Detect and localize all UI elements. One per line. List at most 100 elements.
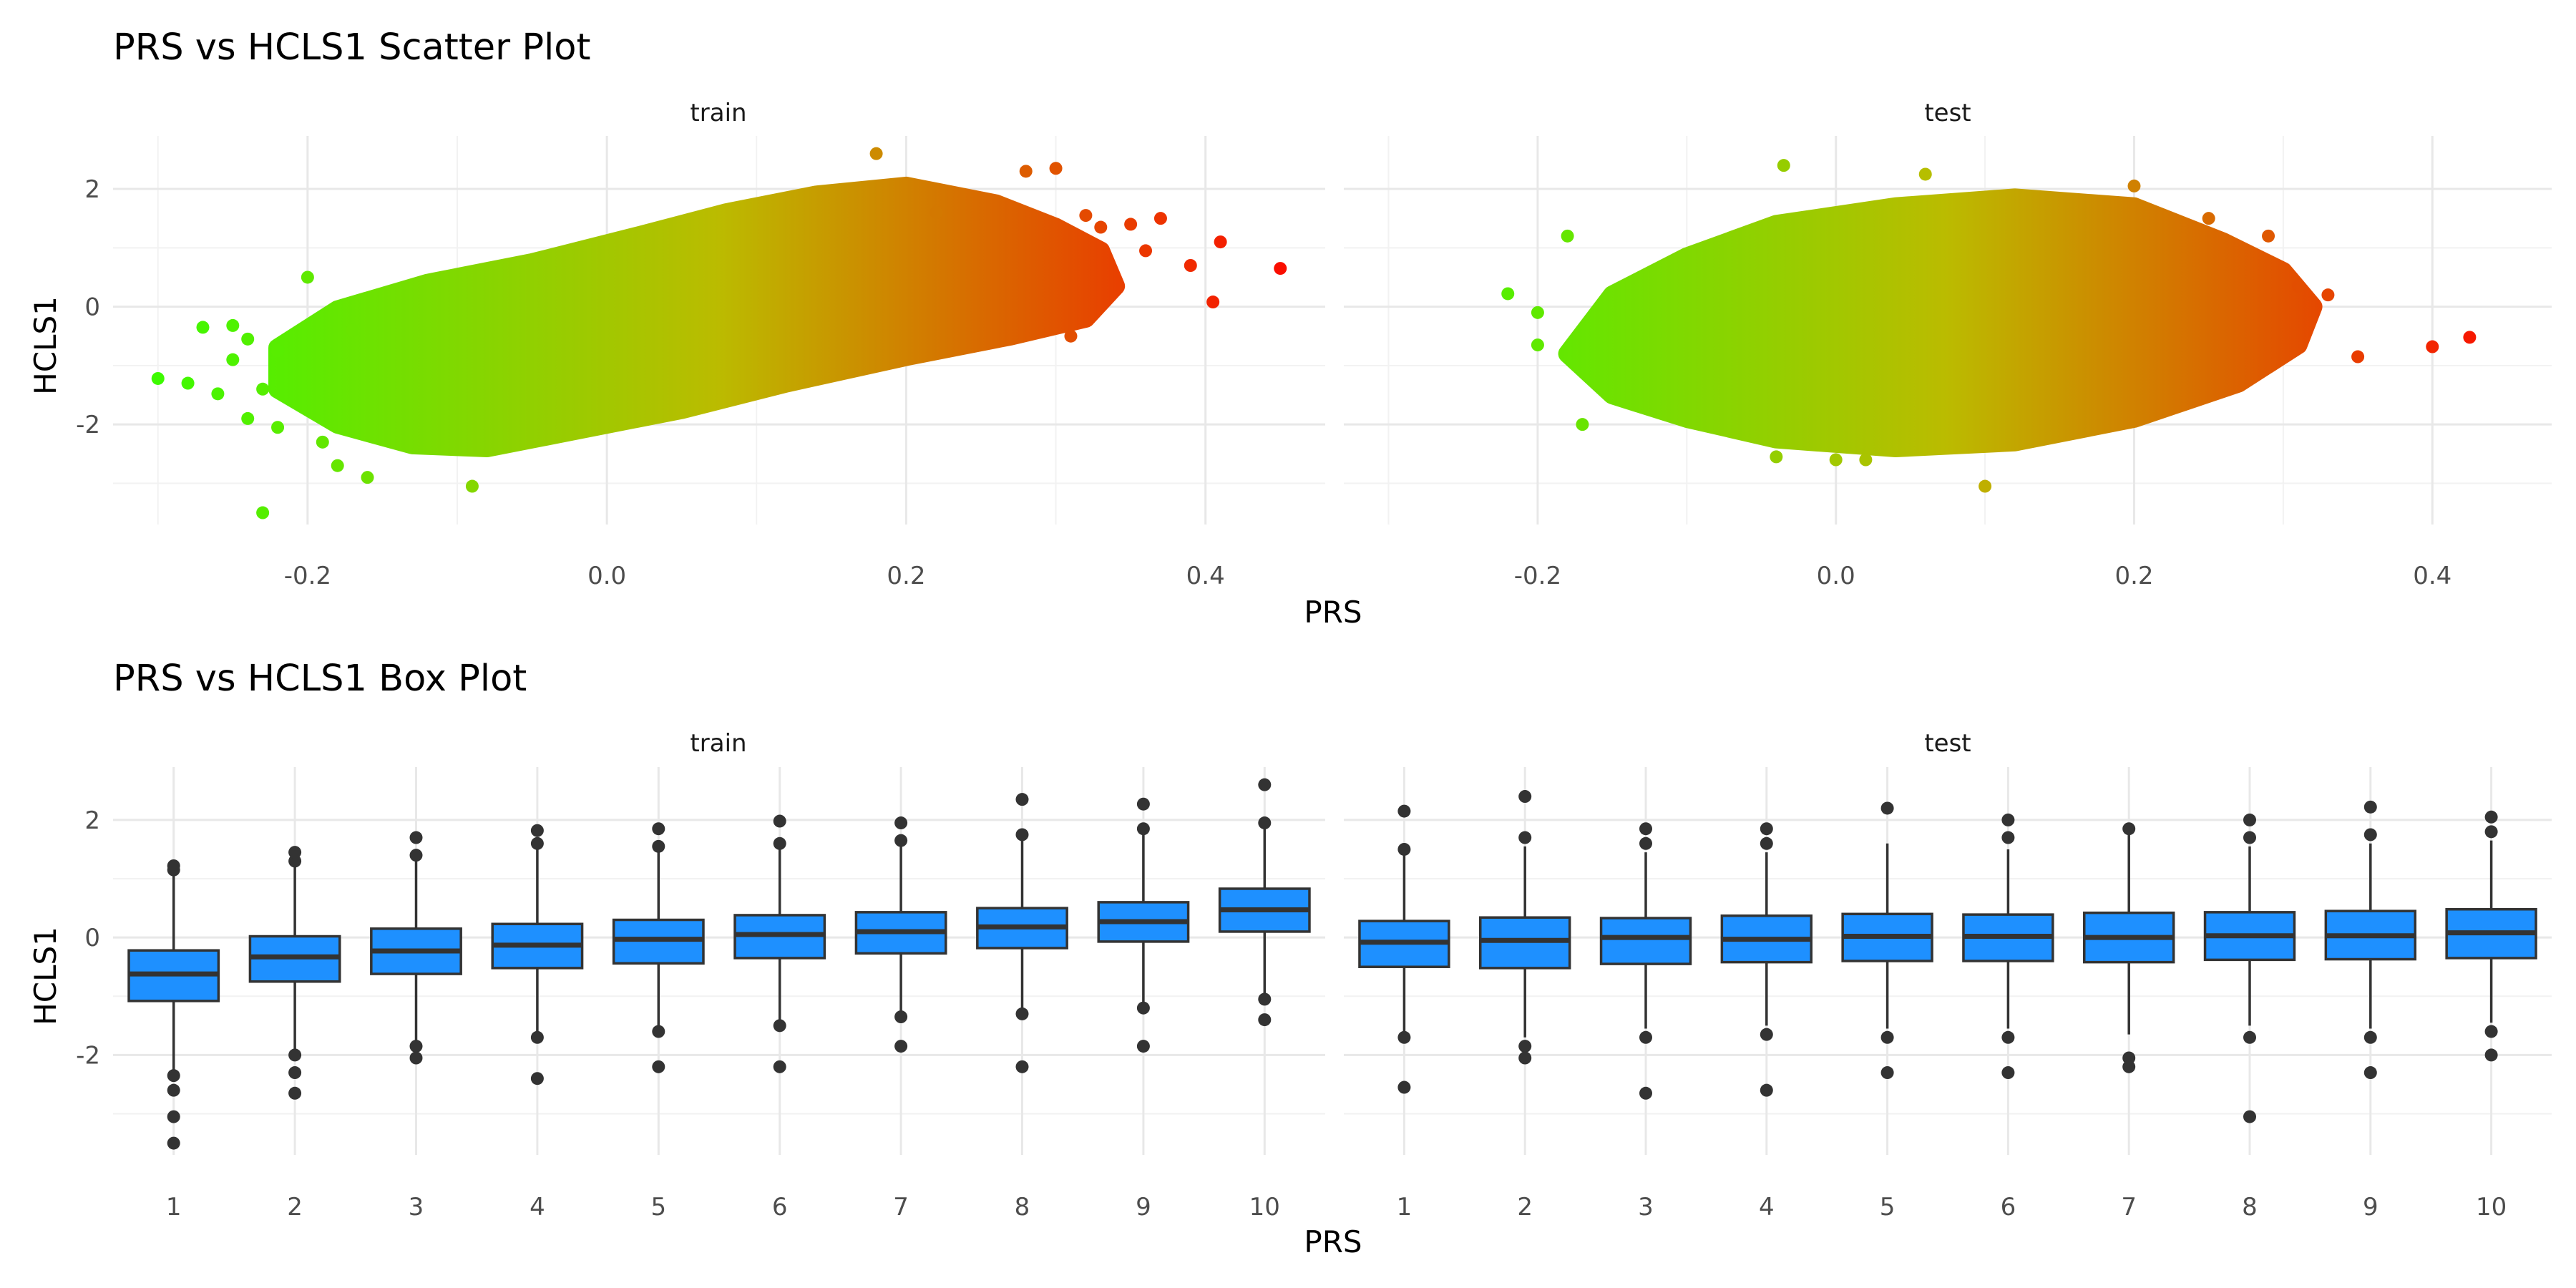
x-tick-label: 8 — [1015, 1193, 1030, 1221]
data-point — [2262, 229, 2275, 243]
data-point — [1079, 209, 1093, 223]
y-tick-label: 2 — [84, 806, 100, 835]
outlier-point — [530, 1030, 544, 1044]
outlier-point — [1518, 1040, 1532, 1053]
outlier-point — [2122, 1060, 2136, 1073]
outlier-point — [1760, 822, 1773, 836]
data-point — [181, 376, 195, 390]
outlier-point — [894, 1010, 908, 1024]
data-point — [1918, 167, 1932, 181]
outlier-point — [894, 834, 908, 847]
data-point — [1561, 229, 1574, 243]
data-point — [2351, 350, 2365, 364]
outlier-point — [2001, 1066, 2015, 1080]
outlier-point — [1397, 1080, 1411, 1094]
outlier-point — [1258, 1013, 1272, 1027]
data-point — [331, 459, 344, 472]
outlier-point — [167, 1083, 180, 1097]
x-tick-label: 0.0 — [1817, 562, 1855, 590]
x-tick-label: -0.2 — [284, 562, 331, 590]
data-point — [196, 321, 210, 334]
outlier-point — [288, 1048, 302, 1062]
outlier-point — [1760, 1083, 1773, 1097]
data-point — [226, 353, 240, 366]
x-tick-label: 3 — [409, 1193, 424, 1221]
x-tick-label: 7 — [893, 1193, 909, 1221]
outlier-point — [288, 846, 302, 859]
x-tick-label: 6 — [2001, 1193, 2016, 1221]
outlier-point — [1518, 1051, 1532, 1065]
x-tick-label: 1 — [166, 1193, 182, 1221]
box-strip-train: train — [690, 729, 746, 758]
data-point — [869, 147, 883, 160]
x-tick-label: 9 — [1136, 1193, 1151, 1221]
outlier-point — [1136, 797, 1150, 811]
data-point — [1139, 244, 1153, 258]
data-point — [1531, 306, 1544, 319]
outlier-point — [1015, 793, 1029, 806]
scatter-x-axis-title: PRS — [1304, 595, 1362, 630]
data-point — [1049, 162, 1063, 175]
data-point — [241, 411, 255, 425]
data-point — [256, 506, 270, 519]
x-tick-label: 0.2 — [887, 562, 925, 590]
data-point — [1214, 235, 1227, 249]
x-tick-label: 5 — [650, 1193, 666, 1221]
scatter-title: PRS vs HCLS1 Scatter Plot — [113, 26, 590, 69]
box-panel-test: 1 2 3 4 5 6 7 8 9 10 — [1344, 767, 2552, 1221]
x-tick-label: 5 — [1880, 1193, 1896, 1221]
outlier-point — [2001, 831, 2015, 844]
data-point — [151, 371, 165, 385]
box-x-axis-title: PRS — [1304, 1224, 1362, 1259]
x-tick-label: 0.0 — [587, 562, 626, 590]
outlier-point — [2484, 1025, 2498, 1038]
outlier-point — [894, 816, 908, 830]
outlier-point — [1015, 828, 1029, 841]
point-cloud — [1558, 188, 2323, 457]
data-point — [241, 332, 255, 346]
outlier-point — [288, 854, 302, 868]
outlier-point — [652, 1025, 665, 1038]
scatter-strip-test: test — [1924, 99, 1971, 127]
outlier-point — [2484, 810, 2498, 824]
data-point — [1576, 418, 1589, 431]
data-point — [930, 205, 943, 219]
box-iqr — [1599, 917, 1692, 965]
outlier-point — [1760, 1028, 1773, 1041]
outlier-point — [1136, 1001, 1150, 1015]
outlier-point — [530, 824, 544, 837]
data-point — [2291, 279, 2305, 293]
outlier-point — [1258, 778, 1272, 791]
point-cloud — [268, 176, 1126, 457]
outlier-point — [2243, 1030, 2256, 1044]
data-point — [316, 435, 329, 449]
x-tick-label: 1 — [1397, 1193, 1413, 1221]
data-point — [346, 323, 359, 337]
x-tick-label: 3 — [1638, 1193, 1654, 1221]
y-tick-label: -2 — [76, 1041, 100, 1070]
data-point — [1777, 159, 1790, 172]
outlier-point — [2363, 800, 2377, 814]
outlier-point — [2484, 1048, 2498, 1062]
data-point — [1153, 212, 1167, 225]
scatter-panel-test: -0.2 0.0 0.2 0.4 — [1344, 136, 2552, 590]
x-tick-label: 6 — [772, 1193, 788, 1221]
box-strip-test: test — [1924, 729, 1971, 758]
outlier-point — [167, 859, 180, 872]
data-point — [2321, 288, 2335, 302]
outlier-point — [2363, 828, 2377, 841]
data-point — [226, 318, 240, 332]
data-point — [211, 387, 225, 401]
outlier-point — [409, 1040, 423, 1053]
outlier-point — [1639, 836, 1652, 850]
outlier-point — [2001, 813, 2015, 826]
x-tick-label: 2 — [287, 1193, 303, 1221]
data-point — [2202, 212, 2215, 225]
data-point — [1501, 287, 1515, 301]
outlier-point — [1639, 1086, 1652, 1100]
outlier-point — [1397, 1030, 1411, 1044]
x-tick-label: 4 — [1759, 1193, 1775, 1221]
x-tick-label: 10 — [1249, 1193, 1280, 1221]
outlier-point — [1518, 831, 1532, 844]
